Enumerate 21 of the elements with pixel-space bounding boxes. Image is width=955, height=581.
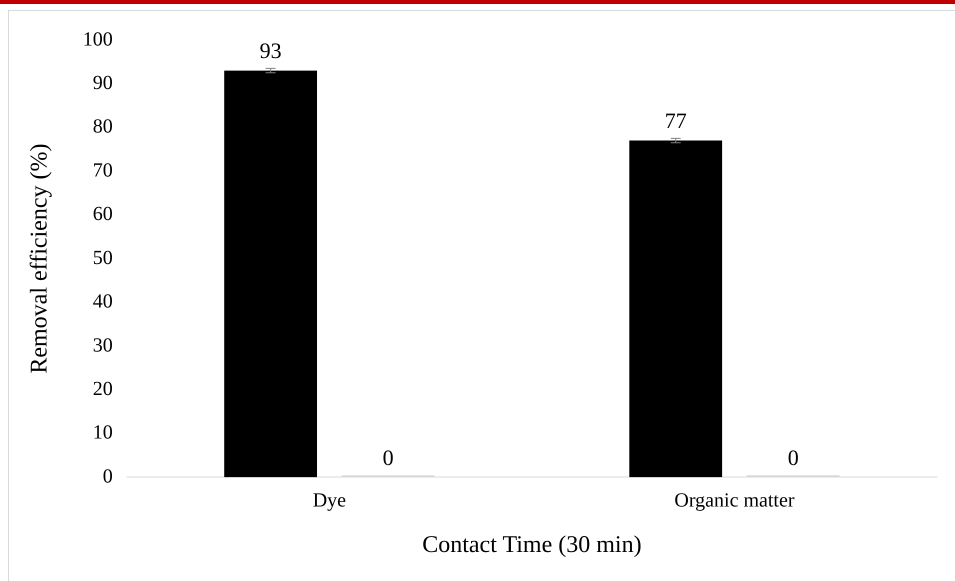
y-tick-label: 50 <box>92 246 113 269</box>
y-axis-title: Removal efficiency (%) <box>26 144 53 374</box>
data-label: 0 <box>788 444 799 470</box>
x-axis-title: Contact Time (30 min) <box>422 532 642 558</box>
x-tick-label: Dye <box>312 489 346 512</box>
y-tick-label: 100 <box>82 28 113 50</box>
y-tick-label: 0 <box>102 465 113 488</box>
y-tick-label: 10 <box>92 422 113 444</box>
data-label: 77 <box>664 108 687 134</box>
y-tick-label: 80 <box>92 116 113 138</box>
y-tick-label: 40 <box>92 290 113 313</box>
data-label: 0 <box>382 444 394 470</box>
y-tick-label: 30 <box>92 334 113 356</box>
data-label: 93 <box>260 38 282 64</box>
bar <box>629 140 722 478</box>
y-tick-label: 60 <box>92 203 113 226</box>
bar <box>224 70 318 478</box>
x-tick-label: Organic matter <box>674 489 795 512</box>
y-tick-label: 90 <box>92 72 113 94</box>
y-tick-label: 20 <box>92 378 113 400</box>
y-tick-label: 70 <box>92 159 113 182</box>
